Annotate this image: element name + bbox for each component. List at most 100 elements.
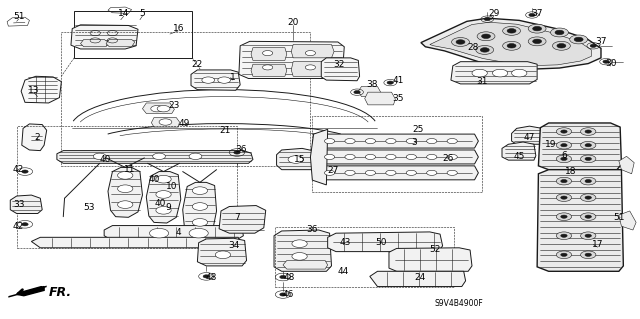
Circle shape — [574, 37, 583, 42]
Text: 10: 10 — [166, 182, 177, 191]
Circle shape — [529, 13, 535, 17]
Circle shape — [292, 240, 307, 248]
Text: 20: 20 — [287, 19, 299, 27]
Circle shape — [585, 157, 591, 160]
Polygon shape — [389, 248, 472, 271]
Circle shape — [555, 30, 564, 35]
Circle shape — [492, 69, 508, 77]
Circle shape — [528, 37, 546, 46]
Text: 3: 3 — [412, 137, 417, 146]
Text: 21: 21 — [220, 126, 231, 135]
Circle shape — [580, 141, 596, 149]
Polygon shape — [451, 62, 537, 84]
Text: 11: 11 — [124, 165, 136, 174]
Text: 6: 6 — [561, 151, 567, 160]
Circle shape — [189, 153, 202, 160]
Circle shape — [556, 232, 572, 240]
Circle shape — [305, 50, 316, 56]
Polygon shape — [219, 205, 266, 233]
Circle shape — [561, 157, 567, 160]
Text: 36: 36 — [306, 225, 317, 234]
Circle shape — [365, 154, 376, 160]
Text: 46: 46 — [282, 290, 294, 299]
Circle shape — [585, 144, 591, 147]
Circle shape — [556, 251, 572, 259]
Text: 45: 45 — [513, 152, 525, 161]
Circle shape — [556, 155, 572, 163]
Text: 50: 50 — [375, 238, 387, 247]
Circle shape — [365, 170, 376, 175]
Circle shape — [345, 138, 355, 144]
Circle shape — [585, 130, 591, 133]
Circle shape — [305, 65, 316, 70]
Circle shape — [218, 77, 230, 83]
Circle shape — [507, 44, 516, 48]
Circle shape — [386, 170, 396, 175]
Circle shape — [585, 253, 591, 256]
Polygon shape — [321, 58, 360, 81]
Circle shape — [585, 180, 591, 183]
Circle shape — [215, 251, 230, 259]
Text: 15: 15 — [294, 155, 305, 164]
Bar — [61, 33, 310, 166]
Polygon shape — [81, 40, 108, 47]
Bar — [74, 11, 192, 58]
Circle shape — [365, 138, 376, 144]
Text: 17: 17 — [592, 240, 604, 249]
Polygon shape — [182, 182, 216, 235]
Text: 38: 38 — [367, 80, 378, 89]
Text: 25: 25 — [412, 125, 424, 134]
Text: 33: 33 — [13, 200, 24, 209]
Text: 42: 42 — [13, 165, 24, 174]
Text: 47: 47 — [524, 133, 535, 142]
Circle shape — [118, 201, 133, 208]
Polygon shape — [365, 92, 396, 105]
Text: 32: 32 — [333, 60, 345, 69]
Text: 27: 27 — [327, 166, 339, 175]
Polygon shape — [147, 172, 180, 223]
Circle shape — [262, 65, 273, 70]
Polygon shape — [239, 41, 344, 78]
Circle shape — [502, 26, 520, 35]
Circle shape — [234, 151, 240, 154]
Text: 48: 48 — [205, 272, 217, 281]
Circle shape — [202, 77, 214, 83]
Text: 52: 52 — [429, 245, 440, 254]
Circle shape — [472, 69, 487, 77]
Polygon shape — [370, 271, 466, 286]
Circle shape — [447, 170, 458, 175]
Circle shape — [150, 228, 169, 238]
Circle shape — [580, 128, 596, 135]
Bar — [312, 116, 481, 192]
Circle shape — [556, 213, 572, 220]
Circle shape — [280, 275, 286, 278]
Text: 26: 26 — [442, 154, 453, 163]
Polygon shape — [291, 62, 334, 76]
Circle shape — [345, 170, 355, 175]
Circle shape — [406, 154, 417, 160]
Circle shape — [511, 69, 527, 77]
Bar — [275, 227, 454, 286]
Circle shape — [561, 180, 567, 183]
Text: 51: 51 — [13, 12, 24, 21]
Circle shape — [151, 106, 164, 112]
Polygon shape — [106, 40, 135, 47]
Circle shape — [580, 177, 596, 185]
Circle shape — [477, 32, 495, 41]
Circle shape — [280, 293, 286, 296]
Circle shape — [447, 154, 458, 160]
Text: 40: 40 — [99, 155, 111, 164]
Polygon shape — [71, 25, 138, 49]
Text: 51: 51 — [613, 213, 625, 222]
Polygon shape — [108, 167, 143, 217]
Circle shape — [476, 46, 493, 54]
Circle shape — [189, 228, 208, 238]
Circle shape — [561, 253, 567, 256]
Circle shape — [406, 170, 417, 175]
Circle shape — [585, 196, 591, 199]
Circle shape — [93, 153, 106, 160]
Circle shape — [556, 141, 572, 149]
Circle shape — [354, 91, 360, 94]
Circle shape — [580, 194, 596, 201]
Text: 18: 18 — [564, 167, 576, 176]
